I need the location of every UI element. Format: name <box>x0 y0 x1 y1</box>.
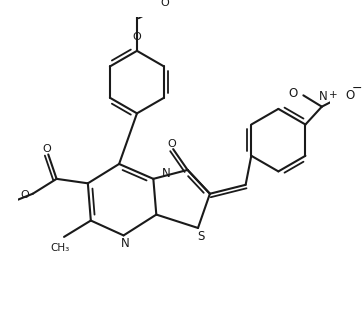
Text: O: O <box>42 144 51 154</box>
Text: O: O <box>167 139 176 149</box>
Text: N: N <box>162 167 171 180</box>
Text: O: O <box>346 89 355 102</box>
Text: O: O <box>132 32 141 43</box>
Text: O: O <box>161 0 169 8</box>
Text: CH₃: CH₃ <box>50 243 69 254</box>
Text: −: − <box>352 82 362 95</box>
Text: O: O <box>289 87 298 100</box>
Text: S: S <box>197 230 205 243</box>
Text: +: + <box>329 90 337 100</box>
Text: N: N <box>121 237 130 250</box>
Text: N: N <box>319 90 328 103</box>
Text: O: O <box>20 190 29 200</box>
